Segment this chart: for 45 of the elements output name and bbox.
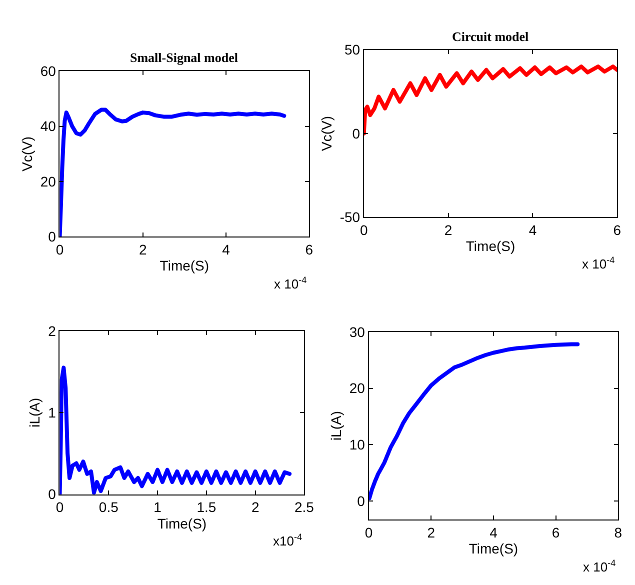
y-tick-label: 50 [344,42,360,58]
y-tick-label: 20 [349,380,366,396]
x-tick-label: 6 [613,222,622,238]
line-series [364,64,618,136]
chart-title: Small-Signal model [130,50,238,65]
line-series [60,366,292,494]
text: x 10$^{-4}$ [274,275,307,292]
y-tick-label: 30 [349,324,366,340]
y-tick-label: 40 [40,118,56,134]
y-tick-label: 20 [40,173,56,190]
y-tick-label: 2 [48,322,56,339]
x-tick-label: 6 [305,241,314,258]
y-axis-title: iL(A) [328,410,344,441]
x-tick-label: 1.5 [196,499,216,516]
x-tick-label: 1 [154,499,162,516]
x-tick-label: 6 [552,524,560,540]
x-axis-title: Time(S) [160,258,210,274]
line-series [60,108,286,237]
x-tick-label: 2 [444,222,452,238]
x-axis-title: Time(S) [468,540,518,557]
y-tick-label: 0 [48,486,56,502]
line-series [368,342,580,500]
y-tick-label: 0 [352,125,360,142]
y-tick-label: 60 [40,63,56,80]
x-tick-label: 2.5 [294,499,314,516]
text: x 10$^{-4}$ [582,255,615,272]
y-tick-label: -50 [340,209,360,226]
x-tick-label: 8 [614,524,622,540]
x-axis-title: Time(S) [157,515,207,532]
x-tick-label: 4 [528,222,537,238]
x-tick-label: 2 [427,524,436,540]
y-axis-title: iL(A) [26,398,43,428]
x-tick-label: 0.5 [98,499,119,516]
x-tick-label: 2 [138,241,147,258]
x-axis-title: Time(S) [466,238,516,254]
text: x10$^{-4}$ [273,532,302,548]
text: x 10$^{-4}$ [583,558,616,574]
y-tick-label: 10 [349,436,366,453]
y-tick-label: 1 [48,404,56,421]
y-axis-title: Vc(V) [18,136,35,172]
y-axis-title: Vc(V) [318,116,334,151]
x-tick-label: 4 [490,524,498,540]
x-tick-label: 4 [222,241,230,258]
chart-title: Circuit model [452,29,530,44]
x-tick-label: 2 [251,499,260,516]
